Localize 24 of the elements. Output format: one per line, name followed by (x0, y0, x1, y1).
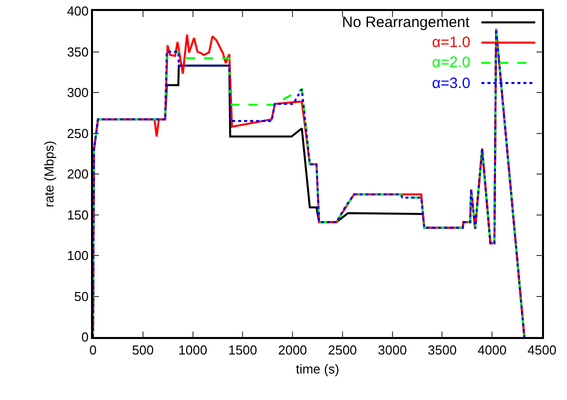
x-tick-label: 3000 (378, 342, 407, 358)
y-tick-label: 400 (66, 4, 89, 19)
x-tick-label: 2000 (278, 342, 308, 358)
x-axis-title: time (s) (296, 361, 340, 376)
x-tick-label: 4000 (478, 342, 507, 358)
y-tick-label: 200 (66, 166, 89, 182)
y-tick-label: 250 (66, 126, 89, 141)
y-tick-label: 150 (66, 207, 89, 222)
legend-label: α=3.0 (432, 75, 470, 92)
x-tick-label: 500 (132, 342, 154, 358)
y-axis-title: rate (Mbps) (41, 140, 56, 208)
x-tick-label: 4500 (528, 342, 556, 358)
y-tick-label: 0 (81, 330, 89, 345)
y-tick-label: 300 (66, 85, 89, 100)
y-tick-label: 350 (66, 44, 89, 60)
legend-label: α=2.0 (432, 54, 470, 71)
x-tick-label: 1500 (228, 342, 258, 358)
x-tick-label: 1000 (178, 342, 208, 358)
y-tick-label: 50 (74, 288, 89, 304)
y-tick-label: 100 (66, 248, 89, 264)
x-tick-label: 3500 (428, 342, 457, 358)
legend-label: No Rearrangement (342, 14, 470, 31)
x-tick-label: 2500 (328, 342, 357, 358)
legend-label: α=1.0 (432, 34, 470, 51)
